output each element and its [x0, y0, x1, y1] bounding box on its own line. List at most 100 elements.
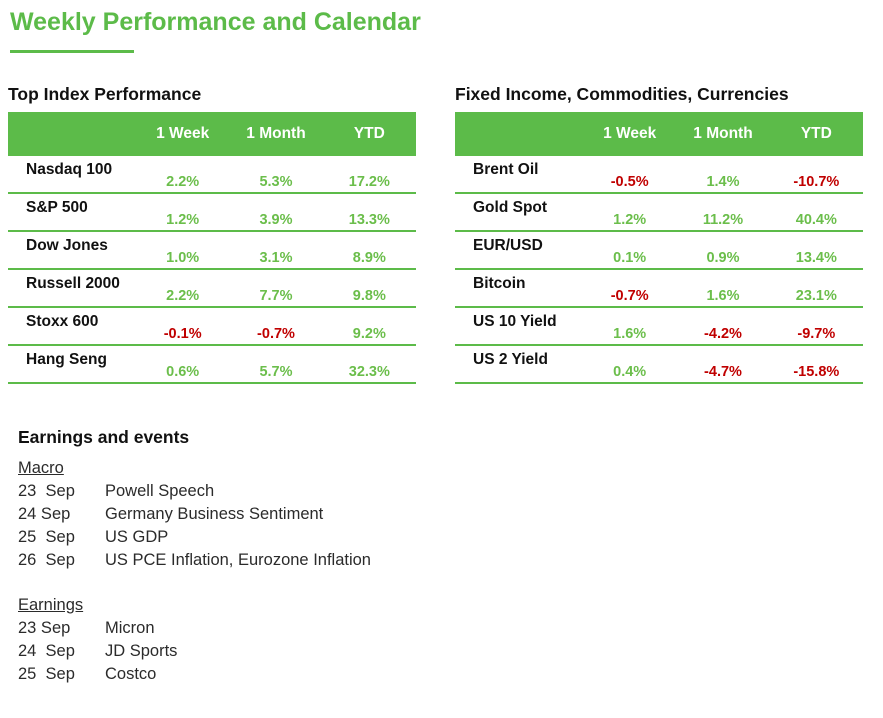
row-label: US 10 Yield	[473, 312, 557, 330]
event-date: 25 Sep	[18, 664, 75, 683]
event-label: Germany Business Sentiment	[105, 504, 324, 523]
event-date: 26 Sep	[18, 550, 75, 569]
value-cell: -4.7%	[704, 363, 742, 380]
earnings-events-section: Earnings and events Macro 23 Sep Powell …	[18, 427, 883, 686]
event-row: 24 Sep JD Sports	[18, 640, 883, 663]
row-label: Dow Jones	[26, 236, 108, 254]
value-cell: 7.7%	[259, 287, 293, 304]
earnings-section: Earnings 23 Sep Micron 24 Sep JD Sports …	[18, 594, 883, 686]
title-underline	[10, 49, 134, 53]
row-label: US 2 Yield	[473, 350, 548, 368]
value-cell: 9.8%	[352, 287, 386, 304]
value-cell: 40.4%	[795, 211, 837, 228]
table-row-eur-usd: EUR/USD 0.1% 0.9% 13.4%	[455, 232, 863, 270]
value-cell: 32.3%	[348, 363, 390, 380]
tables-container: Top Index Performance 1 Week 1 Month YTD…	[0, 84, 883, 384]
event-label: Powell Speech	[105, 481, 215, 500]
value-cell: 0.4%	[613, 363, 647, 380]
event-date: 24 Sep	[18, 504, 71, 523]
event-label: JD Sports	[105, 641, 178, 660]
value-cell: 13.3%	[348, 211, 390, 228]
value-cell: 0.1%	[613, 249, 647, 266]
value-cell: 17.2%	[348, 173, 390, 190]
value-cell: 5.7%	[259, 363, 293, 380]
value-cell: -9.7%	[797, 325, 836, 342]
value-cell: 5.3%	[259, 173, 293, 190]
value-cell: 2.2%	[166, 173, 200, 190]
column-header-1week: 1 Week	[156, 124, 210, 142]
column-header-1month: 1 Month	[693, 124, 753, 142]
value-cell: -0.5%	[610, 173, 649, 190]
ficc-section: Fixed Income, Commodities, Currencies 1 …	[455, 84, 863, 384]
row-label: S&P 500	[26, 198, 88, 216]
row-label: Russell 2000	[26, 274, 120, 292]
value-cell: -10.7%	[793, 173, 840, 190]
row-label: Nasdaq 100	[26, 160, 113, 178]
event-label: US GDP	[105, 527, 169, 546]
macro-heading: Macro	[18, 458, 64, 477]
table-row-hang-seng: Hang Seng 0.6% 5.7% 32.3%	[8, 346, 416, 384]
value-cell: 1.0%	[166, 249, 200, 266]
value-cell: 11.2%	[702, 211, 744, 228]
value-cell: 1.6%	[613, 325, 647, 342]
column-header-1week: 1 Week	[603, 124, 657, 142]
row-label: Brent Oil	[473, 160, 539, 178]
table-row-gold-spot: Gold Spot 1.2% 11.2% 40.4%	[455, 194, 863, 232]
earnings-events-title: Earnings and events	[18, 426, 190, 447]
value-cell: 13.4%	[795, 249, 837, 266]
value-cell: 9.2%	[352, 325, 386, 342]
column-header-1month: 1 Month	[246, 124, 306, 142]
event-row: 23 Sep Micron	[18, 617, 883, 640]
column-header-ytd: YTD	[800, 124, 832, 142]
table-row-dow-jones: Dow Jones 1.0% 3.1% 8.9%	[8, 232, 416, 270]
row-label: Stoxx 600	[26, 312, 99, 330]
event-label: Micron	[105, 618, 155, 637]
event-date: 23 Sep	[18, 618, 71, 637]
value-cell: -0.7%	[610, 287, 649, 304]
value-cell: 2.2%	[166, 287, 200, 304]
event-date: 24 Sep	[18, 641, 75, 660]
row-label: EUR/USD	[473, 236, 543, 254]
value-cell: -0.7%	[257, 325, 295, 342]
macro-section: Macro 23 Sep Powell Speech 24 Sep German…	[18, 457, 883, 572]
event-row: 25 Sep Costco	[18, 663, 883, 686]
value-cell: -15.8%	[793, 363, 840, 380]
value-cell: 0.9%	[706, 249, 740, 266]
index-performance-title: Top Index Performance	[8, 83, 202, 104]
table-row-brent-oil: Brent Oil -0.5% 1.4% -10.7%	[455, 156, 863, 194]
table-row-stoxx-600: Stoxx 600 -0.1% -0.7% 9.2%	[8, 308, 416, 346]
value-cell: 1.2%	[613, 211, 647, 228]
row-label: Hang Seng	[26, 350, 107, 368]
earnings-heading: Earnings	[18, 595, 84, 614]
table-row-nasdaq-100: Nasdaq 100 2.2% 5.3% 17.2%	[8, 156, 416, 194]
value-cell: -0.1%	[163, 325, 202, 342]
row-label: Bitcoin	[473, 274, 526, 292]
ficc-title: Fixed Income, Commodities, Currencies	[455, 83, 789, 104]
value-cell: 8.9%	[352, 249, 386, 266]
index-performance-header-row: 1 Week 1 Month YTD	[8, 111, 416, 156]
table-row-bitcoin: Bitcoin -0.7% 1.6% 23.1%	[455, 270, 863, 308]
event-date: 25 Sep	[18, 527, 75, 546]
value-cell: -4.2%	[704, 325, 742, 342]
event-label: US PCE Inflation, Eurozone Inflation	[105, 550, 371, 569]
ficc-header-row: 1 Week 1 Month YTD	[455, 111, 863, 156]
table-row-sp-500: S&P 500 1.2% 3.9% 13.3%	[8, 194, 416, 232]
page-title: Weekly Performance and Calendar	[10, 8, 421, 36]
table-row-us-2-yield: US 2 Yield 0.4% -4.7% -15.8%	[455, 346, 863, 384]
event-date: 23 Sep	[18, 481, 75, 500]
event-row: 24 Sep Germany Business Sentiment	[18, 503, 883, 526]
column-header-ytd: YTD	[353, 124, 385, 142]
event-row: 25 Sep US GDP	[18, 526, 883, 549]
table-row-us-10-yield: US 10 Yield 1.6% -4.2% -9.7%	[455, 308, 863, 346]
table-row-russell-2000: Russell 2000 2.2% 7.7% 9.8%	[8, 270, 416, 308]
event-label: Costco	[105, 664, 157, 683]
value-cell: 3.9%	[259, 211, 293, 228]
value-cell: 3.1%	[259, 249, 293, 266]
value-cell: 0.6%	[166, 363, 200, 380]
value-cell: 1.4%	[706, 173, 740, 190]
value-cell: 1.2%	[166, 211, 200, 228]
value-cell: 1.6%	[706, 287, 740, 304]
value-cell: 23.1%	[795, 287, 837, 304]
index-performance-section: Top Index Performance 1 Week 1 Month YTD…	[8, 84, 416, 384]
row-label: Gold Spot	[473, 198, 548, 216]
